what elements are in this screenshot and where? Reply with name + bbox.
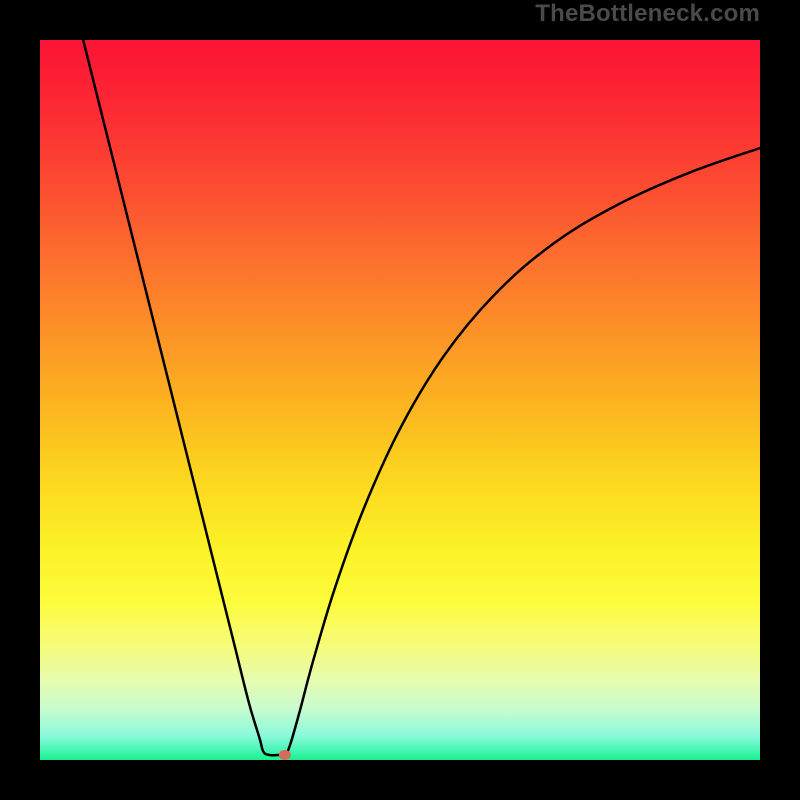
plot-area (40, 40, 760, 760)
chart-container: TheBottleneck.com (0, 0, 800, 800)
gradient-background (40, 40, 760, 760)
optimum-marker (279, 750, 291, 760)
plot-svg (40, 40, 760, 760)
watermark-text: TheBottleneck.com (535, 0, 760, 28)
